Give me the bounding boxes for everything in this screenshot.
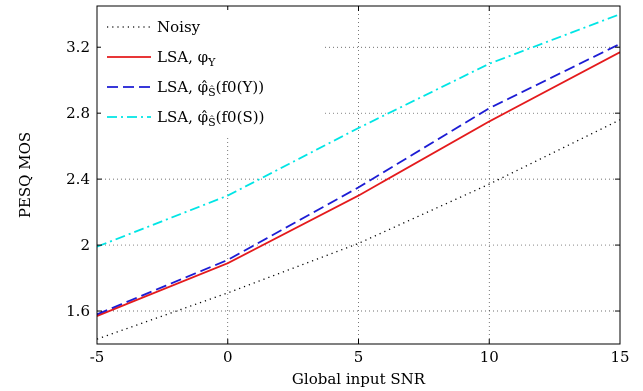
y-tick-label: 1.6 <box>66 302 90 320</box>
y-axis-label: PESQ MOS <box>16 132 34 218</box>
x-tick-label: 0 <box>223 348 233 366</box>
legend-item-3: LSA, φ̂Ŝ(f0(S)) <box>107 108 264 129</box>
y-tick-label: 2 <box>80 236 90 254</box>
legend-label-subscript: Ŝ <box>208 115 216 129</box>
x-axis-label: Global input SNR <box>292 370 426 388</box>
legend-label-main: Noisy <box>157 18 201 36</box>
legend-label-tail: (f0(Y)) <box>216 78 264 96</box>
legend-label: Noisy <box>157 18 201 36</box>
legend-label-main: LSA, φ <box>157 48 208 66</box>
legend-label-subscript: Y <box>207 56 216 69</box>
series-line-1 <box>96 51 621 317</box>
legend-background <box>101 10 325 136</box>
legend-item-1: LSA, φY <box>107 48 216 69</box>
legend-label-subscript: Ŝ <box>208 85 216 99</box>
legend-item-2: LSA, φ̂Ŝ(f0(Y)) <box>107 78 264 99</box>
x-tick-label: 5 <box>354 348 364 366</box>
legend-label: LSA, φ̂Ŝ(f0(S)) <box>157 108 264 129</box>
y-tick-label: 2.8 <box>66 104 90 122</box>
x-tick-label: 15 <box>610 348 629 366</box>
axis-ticks: -5 0 5 10 15 1.6 2 2.4 2.8 3.2 <box>66 6 630 366</box>
y-tick-label: 2.4 <box>66 170 90 188</box>
series-lines <box>96 13 621 340</box>
x-tick-label: 10 <box>480 348 499 366</box>
legend-label-main: LSA, φ̂ <box>157 78 208 96</box>
legend-label: LSA, φ̂Ŝ(f0(Y)) <box>157 78 264 99</box>
legend-item-0: Noisy <box>107 18 201 36</box>
series-line-2 <box>96 43 621 316</box>
x-tick-label: -5 <box>90 348 105 366</box>
legend-label-main: LSA, φ̂ <box>157 108 208 126</box>
series-line-3 <box>96 13 621 248</box>
y-tick-label: 3.2 <box>66 38 90 56</box>
legend-label: LSA, φY <box>157 48 216 69</box>
legend-label-tail: (f0(S)) <box>216 108 265 126</box>
